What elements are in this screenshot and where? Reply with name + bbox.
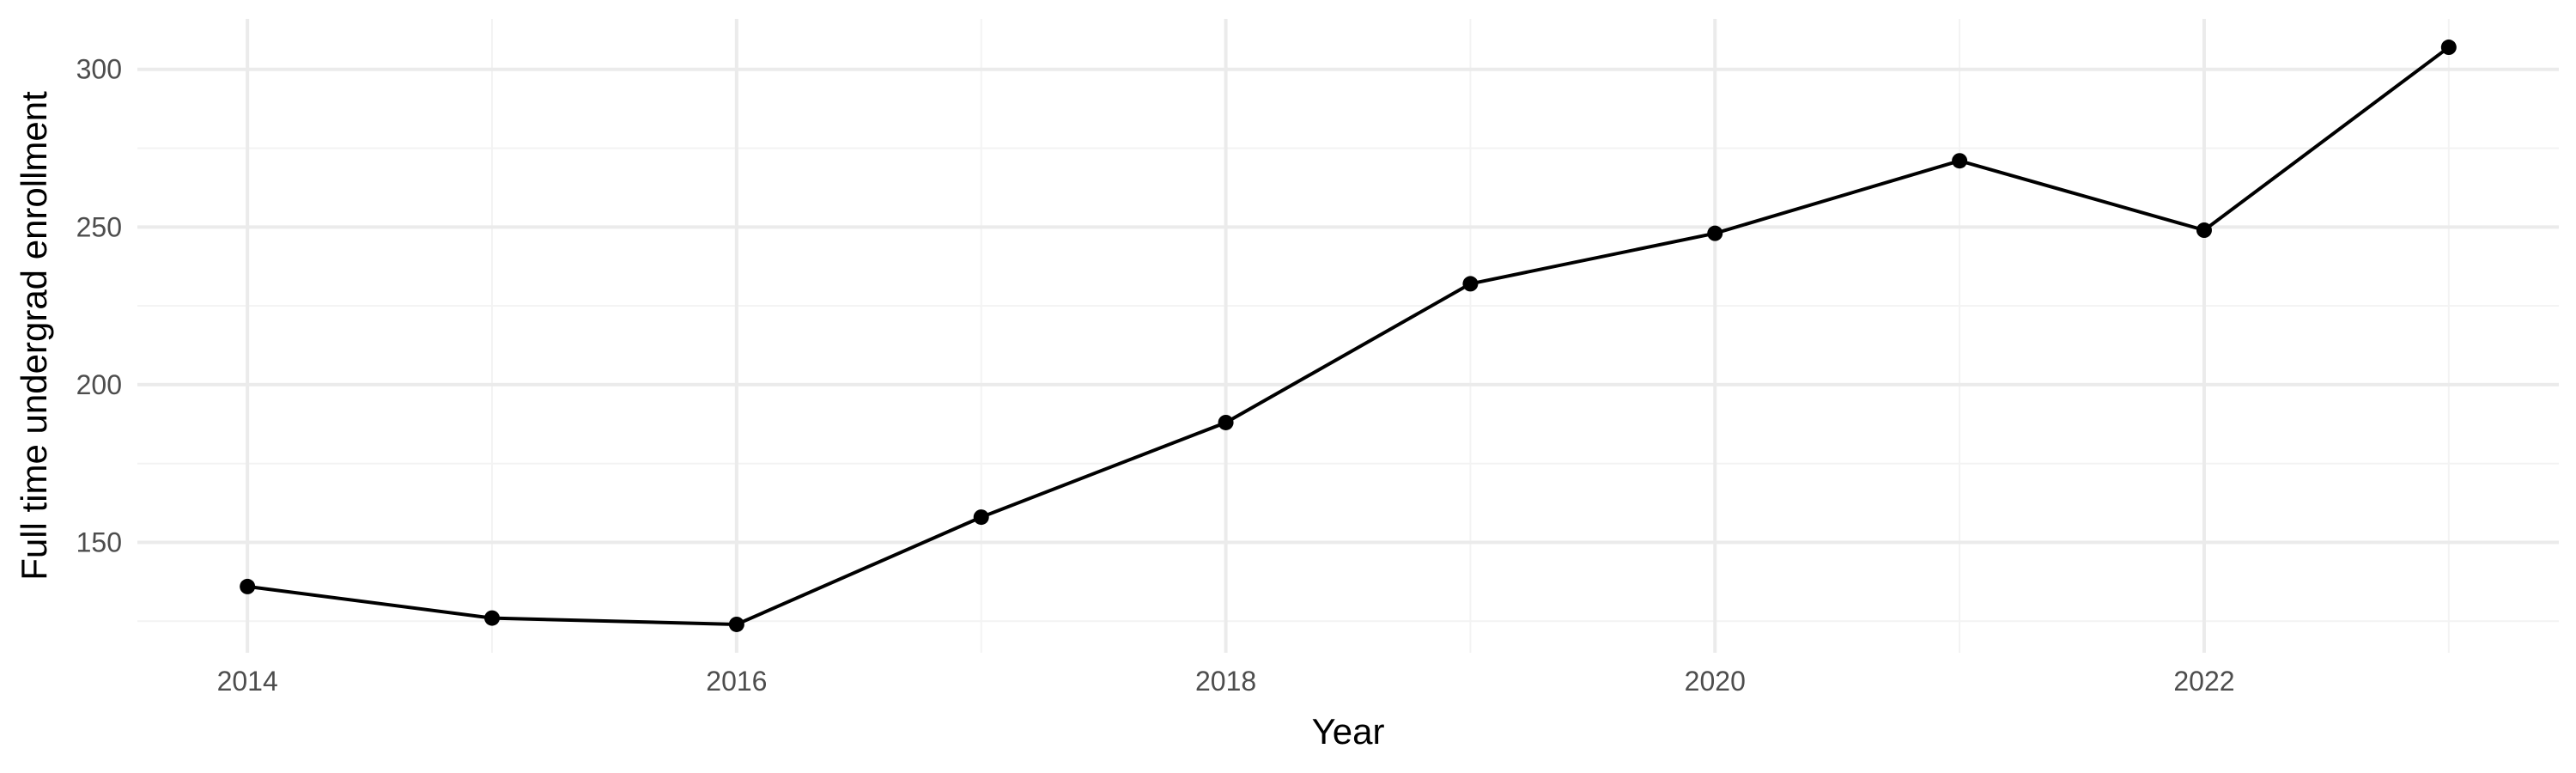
data-point-2015 xyxy=(484,610,501,626)
data-point-2014 xyxy=(240,578,256,594)
y-tick-label: 200 xyxy=(76,369,122,400)
x-axis-ticks: 2014 2016 2018 2020 2022 xyxy=(217,666,2235,697)
data-point-2021 xyxy=(1952,153,1968,169)
data-point-2022 xyxy=(2196,222,2212,238)
data-point-2018 xyxy=(1218,414,1234,430)
x-tick-label: 2022 xyxy=(2173,666,2234,697)
y-axis-ticks: 150 200 250 300 xyxy=(76,54,122,558)
series-layer xyxy=(246,46,2451,626)
y-tick-label: 250 xyxy=(76,211,122,242)
x-tick-label: 2014 xyxy=(217,666,278,697)
series-line xyxy=(246,46,2451,626)
grid-lines xyxy=(137,19,2559,653)
data-point-2020 xyxy=(1707,225,1723,241)
x-tick-label: 2020 xyxy=(1685,666,1746,697)
y-tick-label: 300 xyxy=(76,54,122,85)
data-point-2016 xyxy=(728,616,744,632)
data-point-2017 xyxy=(973,509,989,526)
data-points xyxy=(240,40,2457,632)
data-point-2023 xyxy=(2440,40,2457,56)
data-point-2019 xyxy=(1462,276,1479,292)
y-axis-title: Full time undergrad enrollment xyxy=(14,91,54,581)
x-tick-label: 2018 xyxy=(1195,666,1256,697)
x-axis-title: Year xyxy=(1312,711,1385,752)
x-tick-label: 2016 xyxy=(706,666,767,697)
y-tick-label: 150 xyxy=(76,526,122,557)
